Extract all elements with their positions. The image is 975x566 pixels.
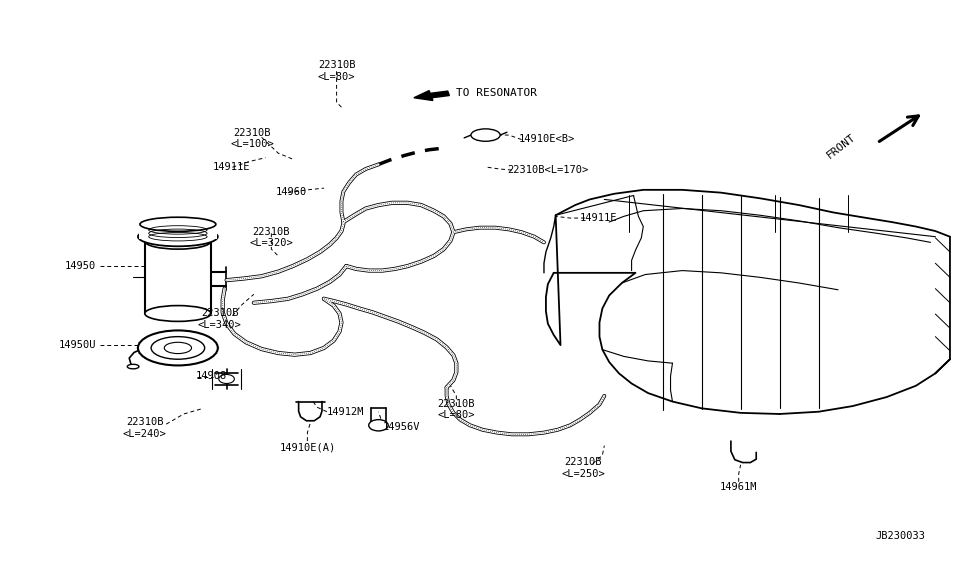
FancyArrow shape — [414, 91, 449, 101]
Ellipse shape — [140, 217, 215, 231]
Text: 14961M: 14961M — [720, 482, 758, 492]
Ellipse shape — [138, 227, 217, 246]
Text: 22310B
<L=320>: 22310B <L=320> — [250, 226, 293, 248]
Text: 22310B
<L=340>: 22310B <L=340> — [198, 308, 242, 330]
Text: 22310B
<L=250>: 22310B <L=250> — [561, 457, 604, 478]
Circle shape — [218, 375, 234, 384]
Text: TO RESONATOR: TO RESONATOR — [456, 88, 537, 98]
Text: 14950U: 14950U — [58, 340, 97, 350]
Text: 22310B
<L=80>: 22310B <L=80> — [438, 398, 475, 421]
Bar — [139, 225, 216, 239]
Ellipse shape — [128, 365, 139, 369]
Text: 14912M: 14912M — [327, 407, 365, 417]
Text: 14956V: 14956V — [382, 422, 420, 432]
Text: 14950: 14950 — [65, 261, 97, 271]
Text: 22310B
<L=100>: 22310B <L=100> — [230, 128, 274, 149]
Text: FRONT: FRONT — [825, 132, 857, 161]
Text: 22310B
<L=240>: 22310B <L=240> — [123, 417, 167, 439]
Circle shape — [369, 419, 388, 431]
Ellipse shape — [145, 306, 211, 321]
Text: 14908: 14908 — [195, 371, 226, 381]
Ellipse shape — [471, 129, 500, 142]
Ellipse shape — [145, 233, 211, 249]
Bar — [145, 241, 211, 314]
Ellipse shape — [138, 331, 217, 366]
Text: 22310B<L=170>: 22310B<L=170> — [507, 165, 588, 175]
Text: 14910E<B>: 14910E<B> — [519, 134, 575, 144]
Ellipse shape — [151, 337, 205, 359]
Text: 14960: 14960 — [275, 187, 306, 196]
Text: 22310B
<L=80>: 22310B <L=80> — [318, 60, 355, 82]
Text: 14910E(A): 14910E(A) — [279, 442, 335, 452]
Text: 14911E: 14911E — [580, 213, 617, 223]
Text: 14911E: 14911E — [213, 162, 251, 171]
Ellipse shape — [164, 342, 191, 354]
Text: JB230033: JB230033 — [876, 531, 925, 541]
